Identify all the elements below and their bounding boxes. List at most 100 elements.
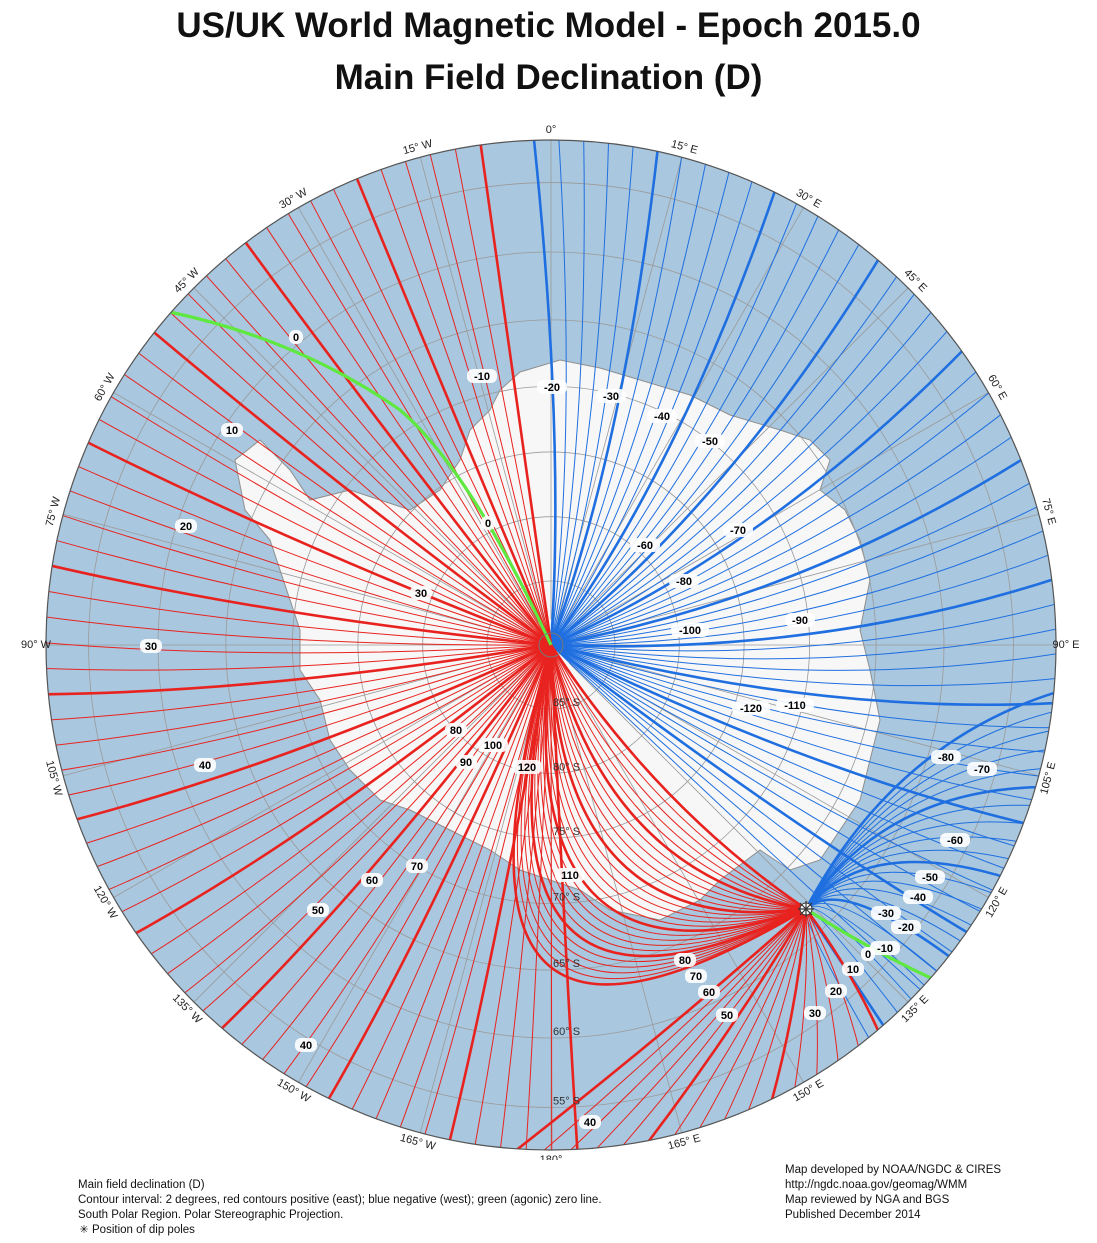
negative-contour-label-bg [785, 613, 815, 627]
positive-contour [549, 644, 807, 911]
dip-pole-legend-text: Position of dip poles [92, 1224, 195, 1236]
positive-contour-label-bg [194, 758, 216, 772]
negative-contour [805, 836, 1027, 910]
positive-contour [305, 191, 552, 646]
positive-contour [792, 908, 808, 1100]
negative-contour [550, 147, 684, 646]
latitude-label: 70° S [553, 892, 580, 904]
positive-contour-label-bg [685, 969, 707, 983]
negative-contour-label: -70 [974, 764, 990, 776]
footer-line: Main field declination (D) [78, 1179, 205, 1191]
negative-contour [805, 902, 945, 978]
positive-contour [255, 644, 552, 1068]
positive-contour [550, 644, 807, 910]
positive-contour-label: 70 [690, 971, 702, 983]
positive-contour [46, 641, 552, 654]
positive-contour-label: 20 [830, 986, 842, 998]
negative-contour-label-bg [891, 920, 921, 934]
positive-contour [66, 643, 552, 824]
negative-contour [805, 821, 1034, 910]
footer-left: Main field declination (D) Contour inter… [78, 1178, 602, 1238]
positive-contour-label-bg [410, 586, 432, 600]
positive-contour [78, 437, 552, 647]
zero-contour-label: 0 [293, 332, 299, 344]
zero-contour-label: 0 [865, 949, 871, 961]
positive-contour [396, 644, 552, 1137]
positive-contour [550, 644, 553, 1150]
negative-contour [805, 728, 1056, 910]
meridian-line [63, 513, 527, 639]
positive-contour [452, 140, 552, 646]
positive-contour-label-bg [579, 1115, 601, 1129]
negative-contour [550, 235, 865, 646]
longitude-label: 75° W [44, 495, 64, 528]
positive-contour [692, 908, 807, 1141]
negative-contour [804, 785, 1047, 910]
positive-contour [530, 644, 807, 958]
negative-contour [550, 643, 1034, 827]
negative-contour [550, 343, 970, 647]
positive-contour [260, 219, 552, 646]
positive-contour-label-bg [406, 859, 428, 873]
positive-contour [525, 644, 552, 1150]
positive-contour [46, 644, 552, 671]
positive-contour-label-bg [140, 639, 162, 653]
positive-contour [666, 908, 807, 1148]
positive-contour-label-bg [698, 985, 720, 999]
credit-line: Published December 2014 [785, 1209, 921, 1221]
negative-contour [550, 250, 885, 647]
negative-contour-label-bg [596, 389, 626, 403]
negative-contour [550, 643, 1056, 707]
negative-contour [549, 141, 660, 646]
positive-contour [805, 908, 862, 1057]
positive-contour [180, 286, 552, 646]
positive-contour-label-bg [361, 873, 383, 887]
positive-contour [718, 908, 807, 1133]
negative-contour [550, 268, 903, 646]
negative-contour [804, 860, 1011, 910]
positive-contour [102, 390, 552, 646]
latitude-label: 60° S [553, 1026, 580, 1038]
zero-contour-label-bg [289, 330, 303, 344]
positive-contour [142, 644, 552, 960]
meridian-line [575, 651, 1039, 777]
negative-contour [550, 626, 1056, 660]
negative-contour-label-bg [695, 434, 725, 448]
positive-contour-label: 80 [679, 955, 691, 967]
longitude-label: 90° E [1052, 639, 1079, 651]
positive-contour [532, 908, 807, 1150]
positive-contour-label-bg [716, 1008, 738, 1022]
positive-contour-label: 10 [847, 964, 859, 976]
negative-contour [550, 220, 844, 646]
negative-contour [550, 644, 1056, 729]
meridian-line [193, 287, 534, 628]
positive-contour-label-bg [825, 984, 847, 998]
positive-contour [767, 908, 808, 1113]
negative-contour-label-bg [903, 890, 933, 904]
positive-contour [547, 644, 807, 927]
negative-contour-label: -90 [792, 615, 808, 627]
negative-contour [531, 140, 557, 646]
footer-line: South Polar Region. Polar Stereographic … [78, 1209, 344, 1221]
positive-contour-label: 90 [460, 757, 472, 769]
negative-contour [550, 140, 635, 646]
positive-contour-label: 50 [721, 1010, 733, 1022]
negative-contour-label-bg [870, 941, 900, 955]
negative-contour-label: -30 [603, 391, 619, 403]
negative-contour-label-bg [931, 750, 961, 764]
positive-contour-label-bg [804, 1006, 826, 1020]
positive-contour [743, 908, 807, 1123]
negative-contour [550, 285, 921, 646]
longitude-label: 75° E [1039, 497, 1058, 526]
positive-contour-label-bg [175, 519, 197, 533]
negative-contour-label-bg [630, 538, 660, 552]
positive-contour [130, 346, 552, 646]
positive-contour-label: 40 [300, 1040, 312, 1052]
positive-contour [46, 644, 552, 721]
graticule [46, 140, 1056, 1150]
zero-contour-label-bg [861, 947, 875, 961]
meridian-line [113, 657, 530, 898]
positive-contour [46, 644, 552, 747]
latitude-labels: 85° S 80° S 75° S 70° S 65° S 60° S 55° S [553, 697, 580, 1107]
negative-contour [550, 477, 1039, 646]
